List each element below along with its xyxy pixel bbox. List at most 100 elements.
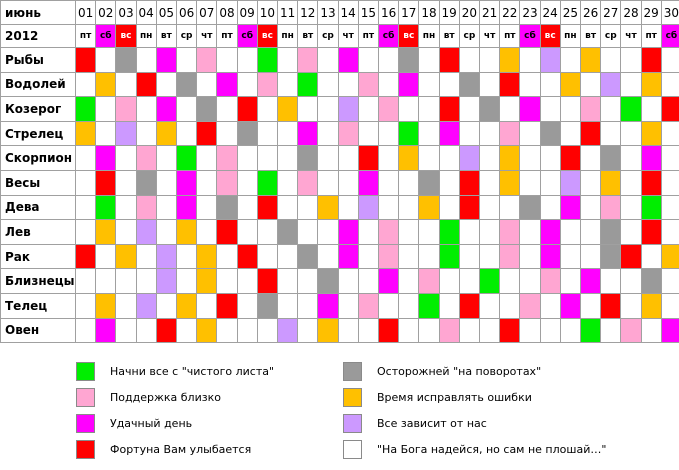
- day-cell: [660, 194, 679, 221]
- day-cell: [135, 71, 157, 98]
- legend-label: "На Бога надейся, но сам не плошай…": [377, 443, 607, 456]
- day-cell: [357, 96, 379, 122]
- day-cell: [600, 243, 622, 270]
- day-cell: [580, 293, 602, 319]
- day-cell: [256, 47, 278, 73]
- day-cell: [479, 120, 501, 147]
- legend-swatch: [343, 414, 362, 433]
- day-cell: [600, 96, 622, 122]
- day-cell: [95, 71, 117, 98]
- day-cell: [357, 145, 379, 171]
- day-cell: [277, 96, 299, 122]
- day-cell: [640, 47, 662, 73]
- day-cell: [620, 194, 642, 221]
- day-number: 25: [559, 0, 581, 25]
- day-cell: [378, 268, 400, 294]
- day-cell: [438, 219, 460, 245]
- day-cell: [95, 47, 117, 73]
- day-cell: [539, 317, 561, 344]
- day-cell: [256, 96, 278, 122]
- day-cell: [378, 194, 400, 221]
- day-cell: [297, 145, 319, 171]
- zodiac-sign-label: Рак: [0, 243, 76, 270]
- day-cell: [95, 293, 117, 319]
- weekday-cell: чт: [196, 24, 218, 48]
- day-cell: [95, 170, 117, 196]
- day-cell: [297, 219, 319, 245]
- day-cell: [479, 243, 501, 270]
- day-cell: [256, 145, 278, 171]
- day-cell: [155, 96, 177, 122]
- day-cell: [519, 243, 541, 270]
- day-cell: [176, 194, 198, 221]
- day-cell: [539, 194, 561, 221]
- legend-swatch: [343, 362, 362, 381]
- day-cell: [216, 293, 238, 319]
- day-cell: [378, 71, 400, 98]
- legend-label: Время исправлять ошибки: [377, 391, 532, 404]
- day-cell: [559, 71, 581, 98]
- day-cell: [539, 120, 561, 147]
- day-cell: [155, 293, 177, 319]
- day-cell: [357, 120, 379, 147]
- day-cell: [357, 194, 379, 221]
- day-cell: [155, 194, 177, 221]
- legend-item: Фортуна Вам улыбается: [76, 440, 251, 459]
- day-cell: [458, 120, 480, 147]
- day-cell: [317, 96, 339, 122]
- day-cell: [378, 219, 400, 245]
- day-cell: [519, 47, 541, 73]
- day-cell: [95, 219, 117, 245]
- day-cell: [438, 293, 460, 319]
- day-cell: [580, 47, 602, 73]
- day-cell: [398, 145, 420, 171]
- day-cell: [297, 194, 319, 221]
- legend-label: Все зависит от нас: [377, 417, 487, 430]
- day-cell: [277, 120, 299, 147]
- day-cell: [95, 194, 117, 221]
- day-cell: [580, 96, 602, 122]
- day-cell: [196, 170, 218, 196]
- legend-swatch: [343, 388, 362, 407]
- day-cell: [75, 268, 97, 294]
- day-cell: [236, 71, 258, 98]
- day-cell: [600, 71, 622, 98]
- day-cell: [256, 293, 278, 319]
- day-cell: [277, 243, 299, 270]
- day-cell: [660, 243, 679, 270]
- day-cell: [519, 145, 541, 171]
- day-cell: [196, 219, 218, 245]
- day-cell: [115, 120, 137, 147]
- day-number: 05: [155, 0, 177, 25]
- day-cell: [236, 145, 258, 171]
- day-cell: [418, 145, 440, 171]
- legend-swatch: [343, 440, 362, 459]
- day-cell: [499, 71, 521, 98]
- day-cell: [559, 96, 581, 122]
- day-cell: [640, 96, 662, 122]
- day-cell: [337, 293, 359, 319]
- weekday-cell: сб: [378, 24, 400, 48]
- day-cell: [539, 268, 561, 294]
- zodiac-sign-label: Водолей: [0, 71, 76, 98]
- day-cell: [479, 194, 501, 221]
- day-cell: [115, 317, 137, 344]
- color-legend: Начни все с "чистого листа" Поддержка бли…: [0, 352, 679, 470]
- day-cell: [458, 47, 480, 73]
- day-cell: [600, 120, 622, 147]
- weekday-cell: пт: [499, 24, 521, 48]
- day-cell: [438, 243, 460, 270]
- day-cell: [418, 120, 440, 147]
- day-cell: [519, 71, 541, 98]
- day-cell: [95, 268, 117, 294]
- legend-label: Поддержка близко: [110, 391, 221, 404]
- day-cell: [216, 194, 238, 221]
- weekday-cell: пт: [75, 24, 97, 48]
- legend-swatch: [76, 388, 95, 407]
- day-number: 06: [176, 0, 198, 25]
- day-cell: [196, 293, 218, 319]
- day-cell: [277, 71, 299, 98]
- day-cell: [660, 71, 679, 98]
- day-cell: [75, 120, 97, 147]
- legend-item: Удачный день: [76, 414, 192, 433]
